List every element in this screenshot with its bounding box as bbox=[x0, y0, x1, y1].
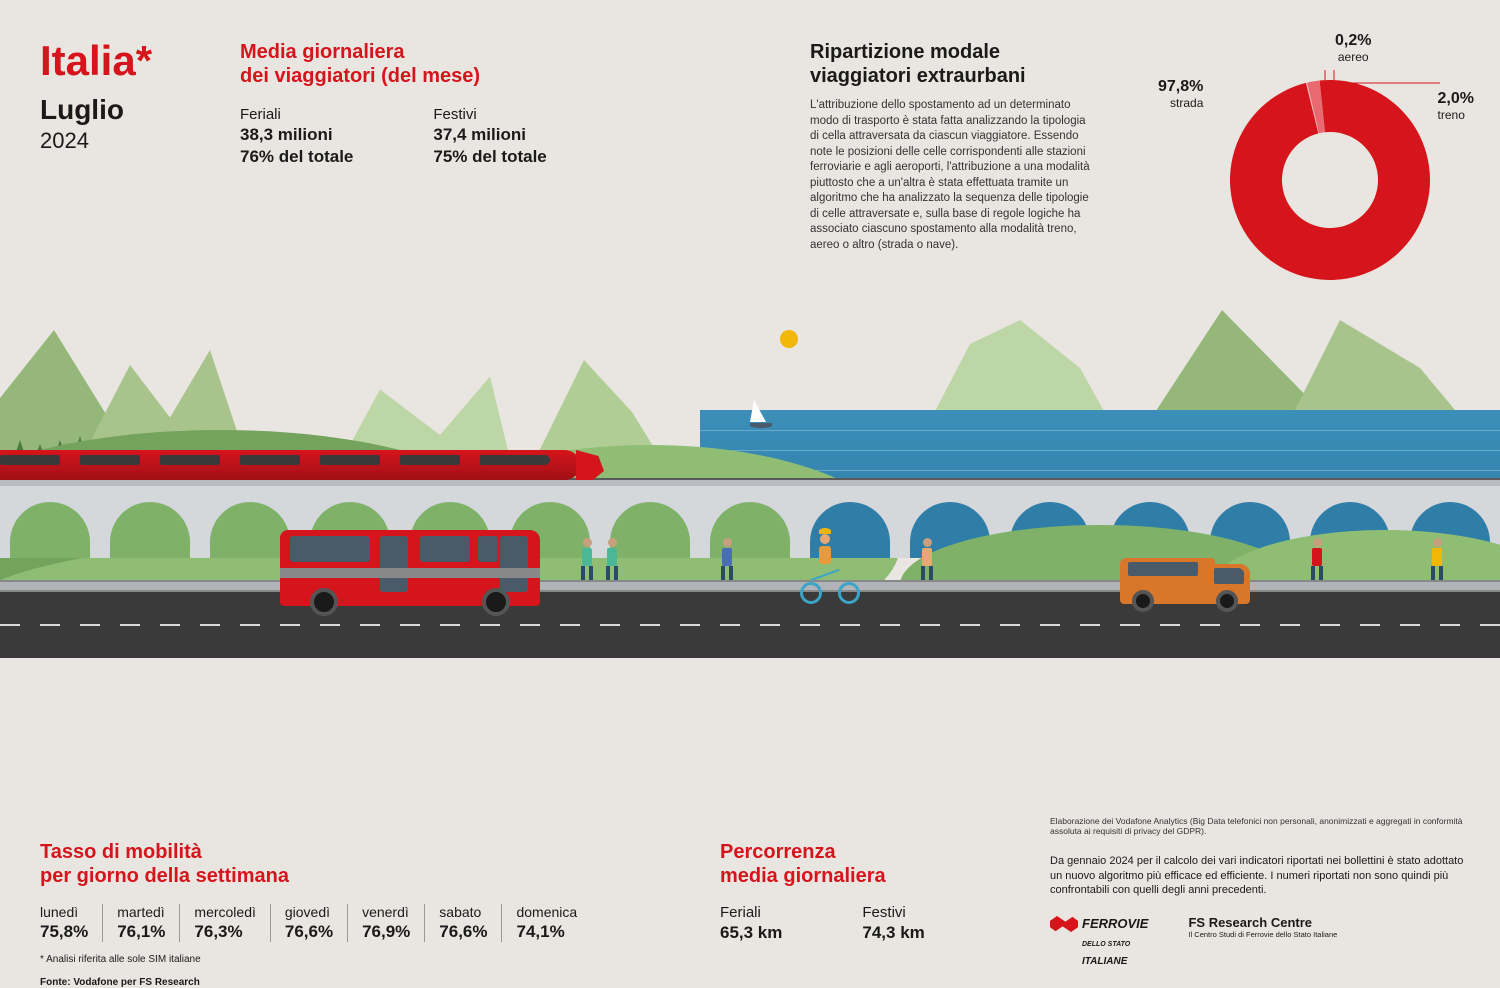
day-col: mercoledì76,3% bbox=[179, 904, 269, 942]
perc-feriali: Feriali 65,3 km bbox=[720, 904, 782, 943]
van-icon bbox=[1120, 548, 1250, 604]
pedestrian-icon bbox=[720, 538, 734, 580]
pedestrian-icon bbox=[920, 538, 934, 580]
fs-logo-icon bbox=[1050, 916, 1078, 932]
perc-title-1: Percorrenza bbox=[720, 840, 1020, 864]
footnote-source: Fonte: Vodafone per FS Research bbox=[40, 977, 680, 988]
sun-icon bbox=[780, 330, 798, 348]
day-col: martedì76,1% bbox=[102, 904, 179, 942]
algorithm-note: Da gennaio 2024 per il calcolo dei vari … bbox=[1050, 854, 1470, 897]
day-col: domenica74,1% bbox=[501, 904, 591, 942]
tasso-title-2: per giorno della settimana bbox=[40, 864, 680, 888]
top-section: Italia* Luglio 2024 Media giornaliera de… bbox=[40, 40, 1460, 300]
donut-label-treno: 2,0%treno bbox=[1438, 90, 1474, 122]
media-feriali: Feriali 38,3 milioni 76% del totale bbox=[240, 106, 353, 167]
footnote-asterisk: * Analisi riferita alle sole SIM italian… bbox=[40, 954, 680, 965]
year-label: 2024 bbox=[40, 128, 152, 154]
pedestrian-icon bbox=[1310, 538, 1324, 580]
vodafone-note: Elaborazione dei Vodafone Analytics (Big… bbox=[1050, 816, 1470, 836]
media-title-2: dei viaggiatori (del mese) bbox=[240, 64, 547, 88]
donut-label-aereo: 0,2%aereo bbox=[1335, 32, 1371, 64]
ripart-title-1: Ripartizione modale bbox=[810, 40, 1090, 64]
media-title-1: Media giornaliera bbox=[240, 40, 547, 64]
day-col: venerdì76,9% bbox=[347, 904, 424, 942]
sailboat-icon bbox=[750, 400, 780, 430]
pedestrian-icon bbox=[605, 538, 619, 580]
ripart-description: L'attribuzione dello spostamento ad un d… bbox=[810, 98, 1090, 253]
ferrovie-logo: FERROVIE DELLO STATO ITALIANE bbox=[1050, 915, 1148, 969]
day-col: sabato76,6% bbox=[424, 904, 501, 942]
tasso-mobilita-block: Tasso di mobilità per giorno della setti… bbox=[40, 840, 680, 988]
perc-festivi: Festivi 74,3 km bbox=[862, 904, 924, 943]
title-block: Italia* Luglio 2024 bbox=[40, 40, 152, 154]
bus-icon bbox=[280, 530, 540, 606]
country-name: Italia bbox=[40, 37, 136, 84]
fs-research-logo: FS Research Centre Il Centro Studi di Fe… bbox=[1188, 915, 1337, 939]
day-col: lunedì75,8% bbox=[40, 904, 102, 942]
pedestrian-icon bbox=[1430, 538, 1444, 580]
ripart-title-2: viaggiatori extraurbani bbox=[810, 64, 1090, 88]
day-col: giovedì76,6% bbox=[270, 904, 347, 942]
month-label: Luglio bbox=[40, 94, 152, 126]
perc-title-2: media giornaliera bbox=[720, 864, 1020, 888]
asterisk: * bbox=[136, 37, 152, 84]
percorrenza-block: Percorrenza media giornaliera Feriali 65… bbox=[720, 840, 1020, 943]
donut-label-strada: 97,8%strada bbox=[1158, 78, 1203, 110]
ripartizione-block: Ripartizione modale viaggiatori extraurb… bbox=[810, 40, 1090, 253]
illustration-scene bbox=[0, 290, 1500, 658]
media-giornaliera-block: Media giornaliera dei viaggiatori (del m… bbox=[240, 40, 547, 167]
tasso-title-1: Tasso di mobilità bbox=[40, 840, 680, 864]
cyclist-icon bbox=[800, 542, 860, 604]
pedestrian-icon bbox=[580, 538, 594, 580]
media-festivi: Festivi 37,4 milioni 75% del totale bbox=[433, 106, 546, 167]
right-notes: Elaborazione dei Vodafone Analytics (Big… bbox=[1050, 816, 1470, 969]
donut-chart: 97,8%strada 0,2%aereo 2,0%treno bbox=[1140, 40, 1460, 300]
train-icon bbox=[0, 450, 580, 480]
